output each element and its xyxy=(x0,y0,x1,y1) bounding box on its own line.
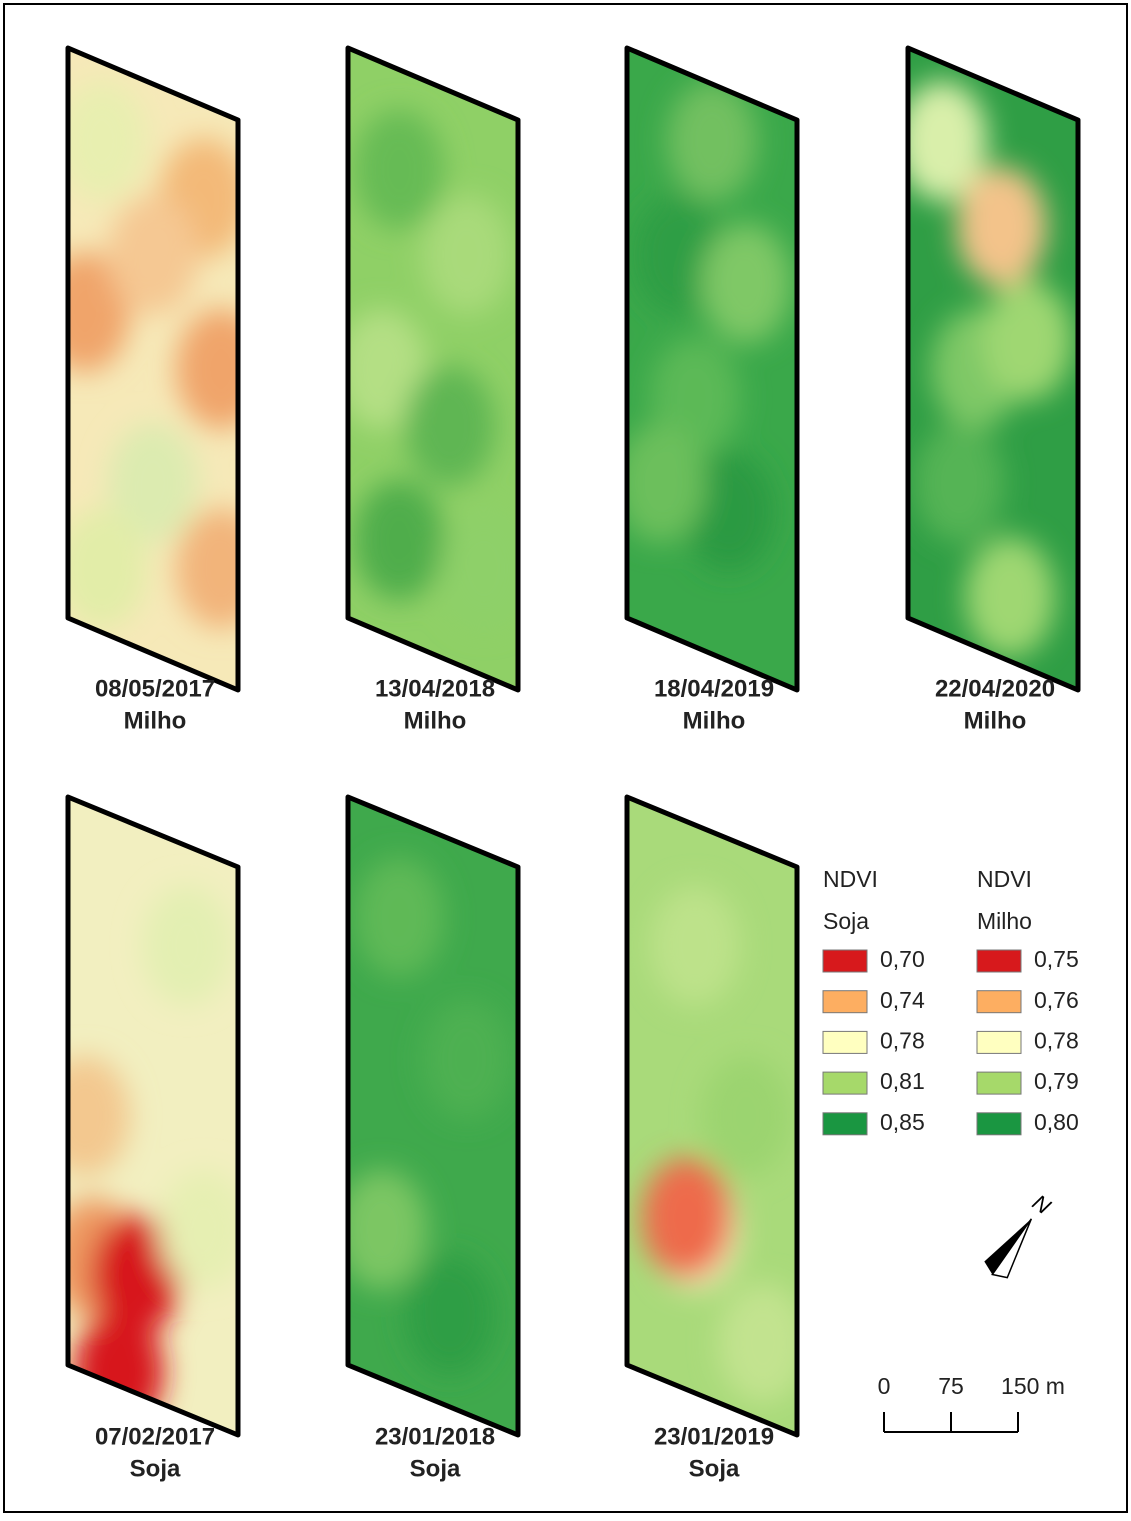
legend-swatch xyxy=(977,950,1021,972)
panel-crop: Milho xyxy=(964,707,1027,734)
ndvi-raster xyxy=(337,48,529,690)
panel-crop: Milho xyxy=(404,707,467,734)
legend-swatch xyxy=(823,991,867,1013)
panel-crop: Soja xyxy=(130,1455,181,1482)
legend-label: 0,75 xyxy=(1034,946,1079,972)
raster-patch xyxy=(914,423,1004,543)
legend-swatch xyxy=(823,1031,867,1053)
legend-label: 0,76 xyxy=(1034,987,1079,1013)
raster-patch xyxy=(965,537,1055,657)
ndvi-raster xyxy=(616,48,797,690)
legend-swatch xyxy=(977,991,1021,1013)
legend-title: NDVI xyxy=(823,866,878,892)
legend-label: 0,85 xyxy=(880,1109,925,1135)
raster-patch xyxy=(957,167,1047,287)
legend-subtitle: Soja xyxy=(823,908,869,934)
legend-swatch xyxy=(977,1072,1021,1094)
panel-crop: Soja xyxy=(689,1455,740,1482)
figure: 08/05/2017 Milho 13/04/2018 Milho 18/04/2019… xyxy=(0,0,1131,1516)
panel-crop: Milho xyxy=(683,707,746,734)
legend-swatch xyxy=(977,1113,1021,1135)
legend-label: 0,79 xyxy=(1034,1068,1079,1094)
legend-swatch xyxy=(977,1031,1021,1053)
raster-patch xyxy=(108,195,198,315)
raster-patch xyxy=(354,857,444,977)
raster-patch xyxy=(422,195,512,315)
raster-patch xyxy=(142,886,232,1006)
legend-swatch xyxy=(823,950,867,972)
panel-date: 07/02/2017 xyxy=(95,1423,215,1450)
raster-patch xyxy=(422,999,512,1119)
raster-patch xyxy=(642,1158,732,1278)
legend-label: 0,74 xyxy=(880,987,925,1013)
legend-label: 0,78 xyxy=(1034,1027,1079,1053)
legend-label: 0,78 xyxy=(880,1027,925,1053)
raster-patch xyxy=(405,366,495,486)
raster-patch xyxy=(701,1056,791,1176)
raster-patch xyxy=(354,480,444,600)
legend-label: 0,81 xyxy=(880,1068,925,1094)
panel-date: 13/04/2018 xyxy=(375,675,495,702)
panel-crop: Soja xyxy=(410,1455,461,1482)
scale-label: 0 xyxy=(878,1373,891,1399)
ndvi-raster xyxy=(40,797,249,1435)
raster-patch xyxy=(701,224,791,344)
raster-patch xyxy=(982,281,1072,401)
ndvi-raster xyxy=(337,797,518,1435)
raster-patch xyxy=(405,1255,495,1375)
legend-swatch xyxy=(823,1113,867,1135)
legend-label: 0,70 xyxy=(880,946,925,972)
raster-patch xyxy=(354,110,444,230)
legend-swatch xyxy=(823,1072,867,1094)
panel-date: 23/01/2019 xyxy=(654,1423,774,1450)
panel-date: 22/04/2020 xyxy=(935,675,1055,702)
panel-date: 08/05/2017 xyxy=(95,675,215,702)
raster-patch xyxy=(650,886,740,1006)
panel-crop: Milho xyxy=(124,707,187,734)
legend-title: NDVI xyxy=(977,866,1032,892)
panel-date: 23/01/2018 xyxy=(375,1423,495,1450)
legend-subtitle: Milho xyxy=(977,908,1032,934)
legend-label: 0,80 xyxy=(1034,1109,1079,1135)
scale-label: 75 xyxy=(938,1373,964,1399)
ndvi-raster xyxy=(40,48,266,690)
ndvi-raster xyxy=(627,797,808,1435)
panel-date: 18/04/2019 xyxy=(654,675,774,702)
scale-label: 150 m xyxy=(1001,1373,1065,1399)
ndvi-raster xyxy=(897,48,1078,690)
